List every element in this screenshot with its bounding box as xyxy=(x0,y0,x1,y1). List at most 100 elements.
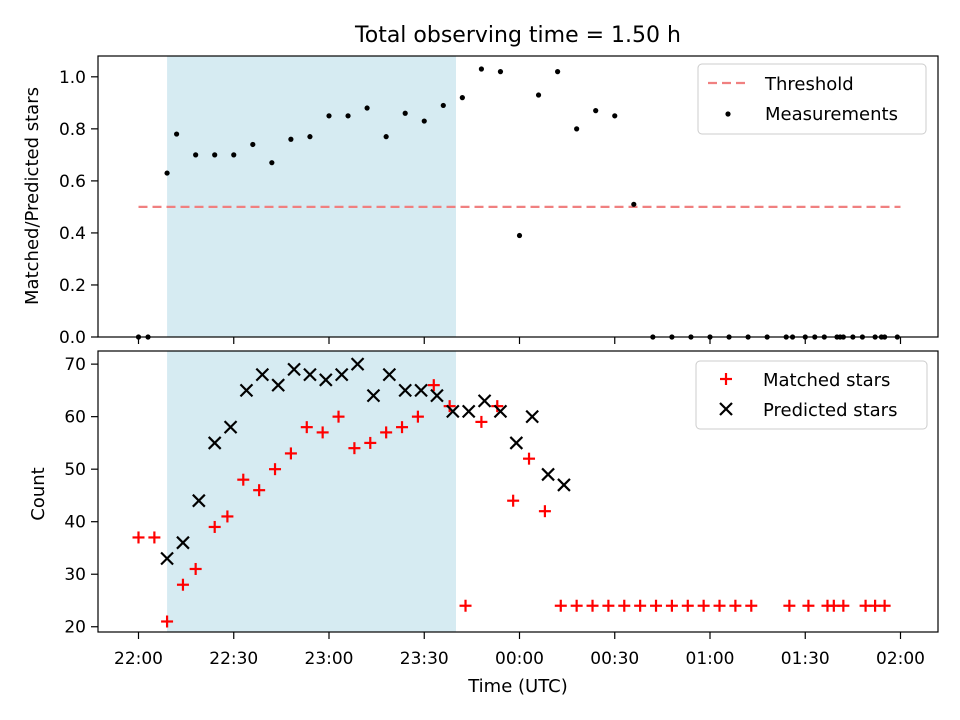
measurement-point xyxy=(478,66,484,72)
matched-point xyxy=(443,400,456,413)
matched-point xyxy=(634,599,647,612)
matched-point xyxy=(570,599,583,612)
x-tick-label: 22:30 xyxy=(209,649,258,669)
measurement-point xyxy=(231,152,237,158)
matched-point xyxy=(161,615,174,628)
measurements-legend-label: Measurements xyxy=(765,104,898,125)
predicted-point xyxy=(398,383,412,398)
predicted-point xyxy=(509,436,524,450)
matched-point xyxy=(681,599,694,612)
matched-point xyxy=(221,510,234,523)
y-tick-label: 0.4 xyxy=(59,224,86,244)
bottom-panel: 20 30 40 50 60 70 22:00 22:30 23:00 23:30 00:00 00… xyxy=(28,350,939,697)
x-axis-label: Time (UTC) xyxy=(467,676,568,697)
predicted-point xyxy=(319,373,333,387)
measurement-point xyxy=(364,105,370,111)
measurement-point xyxy=(174,131,180,137)
matched-point xyxy=(411,410,424,423)
measurement-point xyxy=(516,232,523,239)
top-y-ticks: 0.0 0.2 0.4 0.6 0.8 1.0 xyxy=(59,68,98,348)
bottom-y-ticks: 20 30 40 50 60 70 xyxy=(64,355,98,638)
matched-point xyxy=(269,463,282,476)
predicted-point xyxy=(176,535,190,550)
matched-point xyxy=(665,599,678,612)
predicted-point xyxy=(493,404,508,419)
matched-point xyxy=(300,421,313,434)
predicted-point xyxy=(223,420,238,434)
predicted-point xyxy=(334,367,349,382)
y-tick-label: 0.2 xyxy=(59,276,86,296)
y-tick-label: 50 xyxy=(64,460,86,480)
bottom-axes-frame xyxy=(97,350,939,633)
x-tick-label: 00:00 xyxy=(495,649,544,669)
matched-point xyxy=(745,599,758,612)
matched-point xyxy=(208,520,221,533)
matched-point xyxy=(253,484,266,497)
predicted-legend-swatch xyxy=(719,402,733,416)
measurement-point xyxy=(288,136,294,142)
matched-point xyxy=(650,599,663,612)
predicted-point xyxy=(461,404,476,419)
bottom-shade xyxy=(167,351,456,632)
predicted-point xyxy=(207,436,222,450)
top-axes-frame xyxy=(97,55,939,338)
y-tick-label: 70 xyxy=(64,355,86,375)
predicted-point xyxy=(446,404,460,419)
matched-point xyxy=(132,531,145,544)
measurement-point xyxy=(421,118,427,124)
measurement-point xyxy=(212,152,218,158)
y-tick-label: 60 xyxy=(64,408,86,428)
matched-point xyxy=(316,426,329,439)
matched-point xyxy=(380,426,393,439)
measurements-legend-swatch xyxy=(725,111,731,117)
predicted-points xyxy=(160,357,571,566)
measurement-point xyxy=(402,110,408,116)
bottom-legend-box xyxy=(695,360,928,430)
matched-point xyxy=(554,599,567,612)
predicted-point xyxy=(255,367,270,382)
measurement-point xyxy=(383,134,389,140)
threshold-legend-label: Threshold xyxy=(764,74,854,95)
measurement-point xyxy=(535,92,542,98)
matched-legend-label: Matched stars xyxy=(763,370,890,391)
top-panel: 0.0 0.2 0.4 0.6 0.8 1.0 Matched/Predicted sta… xyxy=(22,55,939,348)
x-tick-label: 01:00 xyxy=(686,649,735,669)
matched-point xyxy=(491,400,504,413)
x-tick-label: 23:00 xyxy=(305,649,354,669)
matched-point xyxy=(475,415,488,428)
predicted-point xyxy=(557,478,571,492)
matched-point xyxy=(618,599,631,612)
predicted-point xyxy=(477,394,492,408)
matched-point xyxy=(878,599,891,612)
matched-point xyxy=(332,410,345,423)
predicted-point xyxy=(287,362,301,377)
y-tick-label: 30 xyxy=(64,565,86,585)
matched-legend-swatch xyxy=(720,373,732,385)
bottom-legend: Matched stars Predicted stars xyxy=(695,360,928,430)
predicted-point xyxy=(271,378,285,392)
matched-point xyxy=(697,599,710,612)
measurement-point xyxy=(574,126,580,132)
predicted-point xyxy=(382,367,397,382)
measurement-point xyxy=(631,201,637,207)
matched-point xyxy=(586,599,599,612)
matched-point xyxy=(459,599,472,612)
top-legend: Threshold Measurements xyxy=(697,63,927,135)
predicted-point xyxy=(239,383,254,398)
top-y-axis-label: Matched/Predicted stars xyxy=(22,87,43,305)
matched-point xyxy=(176,578,189,591)
measurement-point xyxy=(593,108,599,114)
matched-point xyxy=(602,599,615,612)
measurement-point xyxy=(326,113,332,119)
predicted-point xyxy=(430,388,444,403)
top-legend-box xyxy=(697,63,927,135)
y-tick-label: 1.0 xyxy=(59,68,86,88)
matched-point xyxy=(837,599,850,612)
measurement-point xyxy=(612,113,618,119)
measurement-point xyxy=(250,141,256,148)
y-tick-label: 0.8 xyxy=(59,120,86,140)
y-tick-label: 0.0 xyxy=(59,328,86,348)
matched-point xyxy=(802,599,815,612)
x-tick-label: 23:30 xyxy=(400,649,449,669)
